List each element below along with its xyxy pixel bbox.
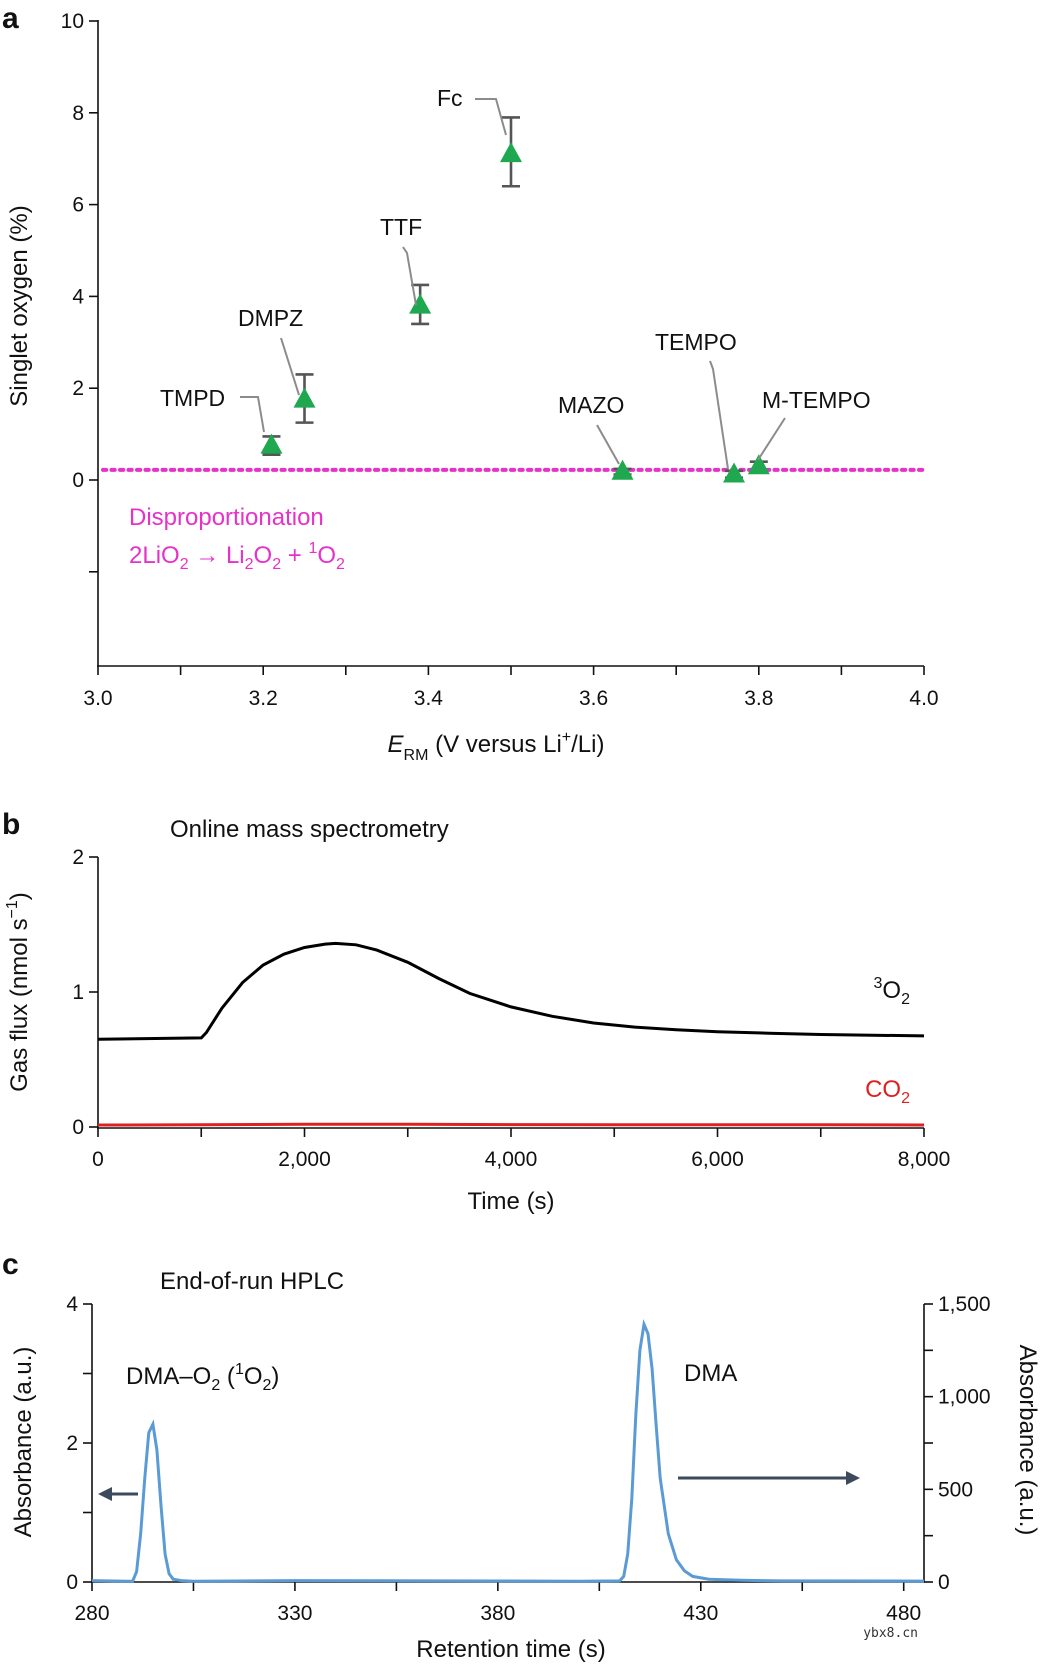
c-right-y-axis-label: Absorbance (a.u.) (1014, 1345, 1041, 1536)
b-x-axis-label: Time (s) (467, 1188, 554, 1215)
a-y-tick-label: 8 (72, 102, 84, 125)
a-x-tick-label: 3.4 (414, 687, 444, 710)
leader-tempo (709, 360, 729, 470)
b-x-tick-label: 8,000 (898, 1148, 951, 1171)
point-tempo (723, 462, 746, 483)
a-y-tick-label: 6 (72, 194, 84, 217)
c-x-tick-label: 280 (74, 1602, 109, 1625)
point-ttf (409, 293, 432, 314)
b-x-ticks: 0 2,000 4,000 6,000 8,000 (92, 1128, 950, 1171)
a-x-tick-label: 3.2 (249, 687, 278, 710)
c-yr-tick-label: 0 (938, 1571, 950, 1594)
c-left-y-axis-label: Absorbance (a.u.) (10, 1347, 37, 1538)
leader-fc (475, 98, 507, 136)
c-yr-tick-label: 1,000 (938, 1386, 991, 1409)
panel-c: c End-of-run HPLC 0 2 4 0 500 1,000 1,500 280… (2, 1248, 1041, 1663)
c-yr-tick-label: 1,500 (938, 1293, 991, 1316)
a-y-axis-label: Singlet oxygen (%) (6, 205, 33, 406)
c-yl-tick-label: 4 (66, 1293, 78, 1316)
label-mazo: MAZO (558, 392, 624, 418)
disproportionation-label: Disproportionation (129, 504, 324, 531)
label-tmpd: TMPD (160, 385, 225, 411)
disproportionation-equation: 2LiO2 → Li2O2 + 1O2 (129, 540, 345, 573)
panel-b-label: b (2, 808, 20, 841)
c-x-axis-label: Retention time (s) (416, 1636, 605, 1663)
b-y-tick-label: 2 (72, 846, 84, 869)
c-yl-tick-label: 0 (66, 1571, 78, 1594)
legend-co2: CO2 (865, 1076, 910, 1107)
a-y-tick-label: 10 (61, 10, 84, 33)
peak-dma-o2-label: DMA–O2 (1O2) (126, 1361, 279, 1394)
point-fc (500, 142, 522, 163)
label-m-tempo: M-TEMPO (762, 387, 871, 413)
panel-a: a 0 2 4 6 8 10 3.0 3.2 3.4 3.6 3.8 4.0 TMPD DMPZ T… (2, 2, 939, 764)
point-m-tempo (747, 454, 770, 475)
series-dma-o2 (91, 1419, 580, 1583)
b-x-tick-label: 4,000 (485, 1148, 538, 1171)
b-x-tick-label: 6,000 (691, 1148, 744, 1171)
a-data-points (260, 116, 770, 483)
peak-dma-label: DMA (684, 1360, 737, 1387)
point-mazo (611, 459, 634, 480)
leader-tmpd (240, 396, 265, 433)
a-y-tick-label: 4 (72, 285, 84, 308)
point-dmpz (293, 387, 316, 408)
left-axis-arrow-icon (98, 1487, 138, 1501)
watermark: ybx8.cn (863, 1626, 918, 1641)
series-dma (578, 1319, 925, 1583)
panel-a-label: a (2, 2, 19, 35)
b-y-tick-label: 0 (72, 1116, 84, 1139)
leader-ttf (402, 246, 417, 306)
c-yl-tick-label: 2 (66, 1432, 78, 1455)
b-x-tick-label: 2,000 (278, 1148, 331, 1171)
c-left-y-ticks: 0 2 4 (66, 1293, 92, 1594)
a-x-tick-label: 3.6 (579, 687, 608, 710)
a-x-axis-label: ERM (V versus Li+/Li) (388, 729, 605, 764)
legend-3o2: 3O2 (874, 975, 911, 1008)
label-ttf: TTF (380, 214, 422, 240)
c-x-tick-label: 430 (683, 1602, 718, 1625)
b-y-tick-label: 1 (72, 981, 84, 1004)
c-x-ticks: 280 330 380 430 480 (74, 1582, 921, 1625)
a-y-tick-label: 2 (72, 377, 84, 400)
series-3o2 (97, 941, 925, 1041)
panel-b: b Online mass spectrometry 0 1 2 0 2,000 4,0… (2, 808, 950, 1215)
c-x-tick-label: 330 (277, 1602, 312, 1625)
c-x-tick-label: 480 (886, 1602, 921, 1625)
leader-mazo (596, 424, 620, 465)
b-title: Online mass spectrometry (170, 816, 449, 843)
a-y-tick-label: 0 (72, 469, 84, 492)
point-tmpd (260, 433, 283, 454)
c-title: End-of-run HPLC (160, 1268, 344, 1295)
b-y-ticks: 0 1 2 (72, 846, 98, 1139)
a-x-tick-label: 3.8 (744, 687, 773, 710)
label-tempo: TEMPO (655, 329, 737, 355)
c-yr-tick-label: 500 (938, 1478, 973, 1501)
c-right-y-ticks: 0 500 1,000 1,500 (924, 1293, 991, 1594)
label-fc: Fc (437, 85, 463, 111)
leader-dmpz (280, 337, 300, 396)
leader-m-tempo (757, 417, 786, 461)
label-dmpz: DMPZ (238, 305, 303, 331)
series-co2 (97, 1122, 925, 1127)
b-y-axis-label: Gas flux (nmol s−1) (4, 892, 33, 1092)
right-axis-arrow-icon (678, 1471, 860, 1485)
a-y-ticks: 0 2 4 6 8 10 (61, 10, 98, 573)
panel-c-label: c (2, 1248, 19, 1281)
b-x-tick-label: 0 (92, 1148, 104, 1171)
c-x-tick-label: 380 (480, 1602, 515, 1625)
a-x-ticks: 3.0 3.2 3.4 3.6 3.8 4.0 (83, 666, 939, 710)
a-x-tick-label: 4.0 (909, 687, 938, 710)
a-x-tick-label: 3.0 (83, 687, 112, 710)
